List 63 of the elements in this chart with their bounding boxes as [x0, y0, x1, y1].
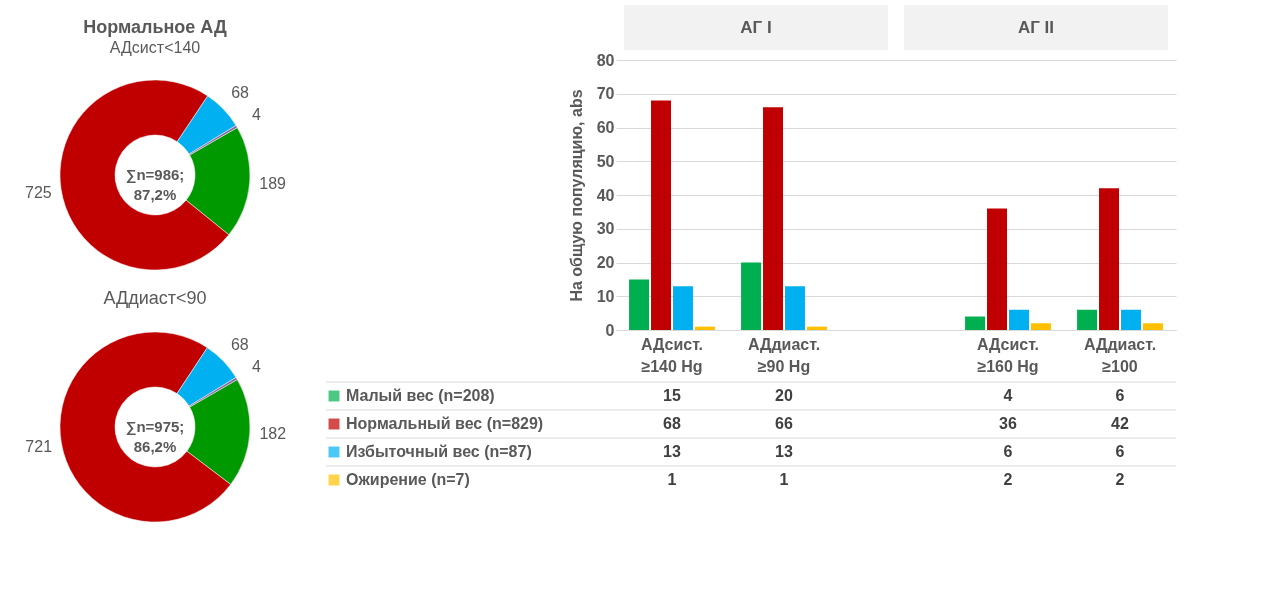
data-label: 20 [775, 387, 793, 404]
bar [1142, 323, 1163, 330]
y-tick-label: 80 [596, 51, 615, 69]
x-tick-label: АДдиаст. ≥90 Hg [747, 335, 821, 375]
data-label: 4 [251, 357, 261, 375]
bar [987, 208, 1008, 330]
data-label: 68 [663, 415, 681, 432]
data-label: 721 [25, 437, 53, 455]
y-tick-label: 0 [605, 321, 615, 339]
bar [1099, 188, 1120, 330]
data-label: 6 [1115, 387, 1125, 404]
x-tick-label: АДсист. ≥140 Hg [640, 335, 704, 375]
text: ∑n=986; 87,2% [125, 166, 185, 203]
data-label: 66 [775, 415, 793, 432]
bar [629, 279, 650, 330]
data-label: 6 [1115, 443, 1125, 460]
data-label: 13 [775, 443, 793, 460]
text: АГ II [1017, 18, 1055, 37]
data-label: 725 [24, 183, 52, 201]
data-label: 4 [251, 105, 261, 123]
x-tick-label: АДдиаст. ≥100 [1083, 335, 1157, 375]
bar [1077, 309, 1098, 330]
data-label: 1 [779, 471, 789, 488]
data-label: 13 [663, 443, 681, 460]
legend-label: Малый вес (n=208) [346, 387, 495, 404]
y-tick-label: 10 [596, 287, 615, 305]
chart-title: АДдиаст<90 [103, 288, 207, 308]
bar [1030, 323, 1051, 330]
bar [1120, 309, 1141, 330]
bar [763, 107, 784, 330]
y-tick-label: 40 [596, 186, 615, 204]
text: АГ I [740, 18, 772, 37]
data-label: 189 [259, 175, 287, 193]
data-label: 68 [230, 335, 249, 353]
legend-label: Избыточный вес (n=87) [346, 443, 532, 460]
data-label: 15 [663, 387, 681, 404]
data-label: 2 [1115, 471, 1125, 488]
data-label: 2 [1003, 471, 1013, 488]
y-tick-label: 70 [596, 85, 615, 103]
legend-label: Нормальный вес (n=829) [346, 415, 544, 432]
data-label: 42 [1111, 415, 1129, 432]
bar [1008, 309, 1029, 330]
data-label: 68 [231, 84, 250, 102]
chart-subtitle: АДсист<140 [109, 39, 201, 56]
legend-label: Ожирение (n=7) [346, 471, 470, 488]
data-label: 182 [259, 425, 287, 443]
y-tick-label: 50 [596, 152, 615, 170]
bar [651, 100, 672, 330]
chart-title: Нормальное АД [83, 17, 228, 37]
data-label: 1 [667, 471, 677, 488]
data-label: 4 [1003, 387, 1013, 404]
bar [784, 286, 805, 330]
data-label: 36 [999, 415, 1017, 432]
bar [965, 316, 986, 330]
y-axis-title: На общую популяцию, abs [567, 89, 585, 302]
data-label: 6 [1003, 443, 1013, 460]
x-tick-label: АДсист. ≥160 Hg [976, 335, 1040, 375]
bar [741, 262, 762, 330]
y-tick-label: 30 [596, 220, 615, 238]
bar [672, 286, 693, 330]
y-tick-label: 20 [596, 254, 615, 271]
text: ∑n=975; 86,2% [125, 418, 185, 455]
y-tick-label: 60 [596, 119, 615, 136]
